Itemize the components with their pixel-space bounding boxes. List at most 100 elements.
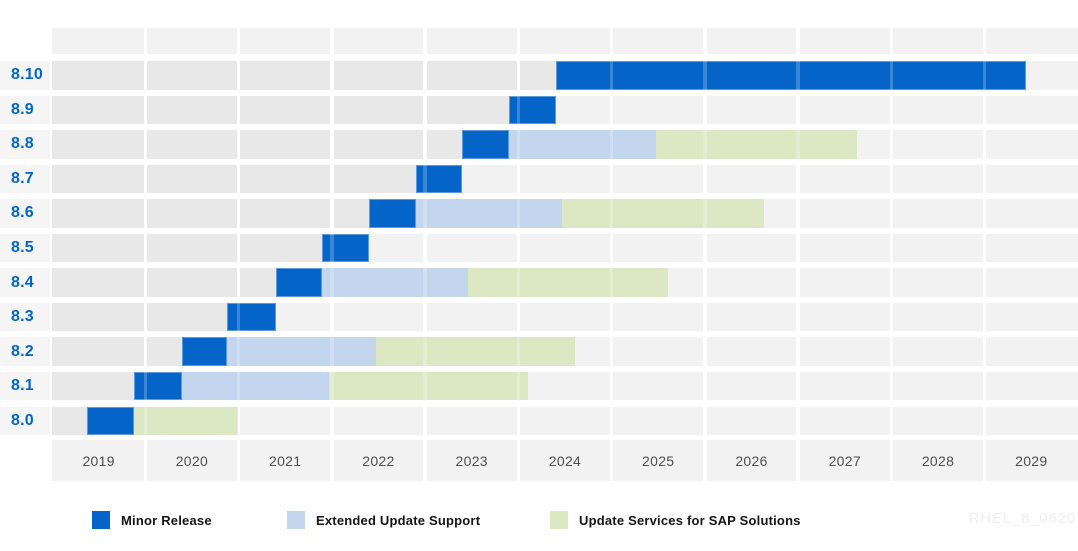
row-label: 8.5	[11, 239, 34, 256]
x-axis-tick-label: 2021	[268, 452, 302, 469]
column-gutter-overlay	[609, 28, 614, 481]
gantt-bar-sap	[375, 337, 576, 366]
column-gutter-overlay	[236, 28, 241, 481]
column-gutter	[703, 28, 707, 481]
gantt-row	[52, 371, 1078, 401]
chart-legend: Minor Release Extended Update Support Up…	[0, 508, 1078, 536]
gantt-bar-eus	[227, 337, 376, 366]
gantt-bar-eus	[415, 199, 563, 228]
gantt-row	[52, 337, 1078, 366]
legend-item-minor-release: Minor Release	[92, 508, 212, 532]
x-axis-tick-label: 2028	[921, 452, 955, 469]
legend-label: Minor Release	[121, 512, 212, 528]
legend-item-sap-solutions: Update Services for SAP Solutions	[550, 508, 801, 532]
gantt-row	[52, 233, 1078, 263]
gantt-bar-minor	[181, 337, 228, 366]
gantt-bar-sap	[656, 130, 857, 159]
column-gutter-overlay	[423, 28, 427, 481]
gantt-bar-sap	[467, 268, 669, 297]
column-gutter-overlay	[796, 28, 800, 481]
x-axis-tick-label: 2027	[828, 452, 861, 469]
row-past-background	[52, 233, 323, 263]
gantt-row	[52, 302, 1078, 332]
x-axis-tick-label: 2022	[362, 452, 395, 469]
row-label-strip: 8.7	[0, 164, 50, 194]
row-label-strip: 8.4	[0, 268, 50, 297]
x-axis-band: 2019 2020 2021 2022 2023 2024 2025 2026 2027 2028…	[52, 440, 1078, 481]
column-gutter	[889, 28, 894, 481]
gantt-row	[52, 406, 1078, 435]
gantt-row	[52, 268, 1078, 297]
row-past-background	[52, 302, 228, 332]
gantt-row	[52, 95, 1078, 125]
row-label-strip: 8.1	[0, 371, 50, 401]
column-gutter-overlay	[703, 28, 707, 481]
gantt-row	[52, 164, 1078, 194]
row-past-background	[52, 268, 276, 297]
sap-solutions-swatch	[550, 511, 568, 529]
row-label-strip: 8.0	[0, 406, 50, 435]
column-gutter-overlay	[516, 28, 521, 481]
column-gutter-overlay	[330, 28, 334, 481]
gantt-bar-minor	[555, 61, 1026, 90]
timeline-header-band	[52, 28, 1078, 54]
x-axis-tick-label: 2029	[1015, 452, 1048, 469]
row-label: 8.8	[11, 135, 34, 153]
row-label-strip: 8.5	[0, 233, 50, 263]
x-axis-tick-label: 2023	[455, 452, 488, 469]
column-gutter-overlay	[982, 28, 987, 481]
row-past-background	[52, 61, 556, 90]
x-axis-tick-label: 2025	[642, 452, 675, 469]
gantt-bar-eus	[322, 268, 468, 297]
gantt-bar-minor	[462, 130, 509, 159]
row-label-strip: 8.10	[0, 61, 50, 90]
gantt-bar-eus	[181, 371, 329, 401]
gantt-bar-minor	[509, 95, 556, 125]
row-past-background	[52, 130, 463, 159]
legend-item-extended-update-support: Extended Update Support	[287, 508, 480, 532]
gantt-bar-sap	[134, 406, 238, 435]
watermark-text: RHEL_8_0620	[968, 510, 1076, 527]
column-gutter	[423, 28, 427, 481]
gantt-bar-sap	[329, 371, 528, 401]
gantt-bar-minor	[134, 371, 182, 401]
row-past-background	[52, 95, 510, 125]
row-past-background	[52, 337, 182, 366]
row-label-strip: 8.9	[0, 95, 50, 125]
gantt-row	[52, 130, 1078, 159]
row-label-strip: 8.6	[0, 199, 50, 228]
column-gutter	[982, 28, 987, 481]
x-axis-tick-label: 2024	[548, 452, 582, 469]
row-past-background	[52, 371, 135, 401]
gantt-bar-minor	[86, 406, 135, 435]
column-gutter	[516, 28, 521, 481]
column-gutter	[609, 28, 614, 481]
gantt-bar-minor	[415, 164, 463, 194]
gantt-bar-eus	[509, 130, 657, 159]
column-gutter-overlay	[143, 28, 148, 481]
x-axis-tick-label: 2020	[175, 452, 209, 469]
row-label-strip: 8.3	[0, 302, 50, 332]
row-label: 8.7	[11, 169, 34, 187]
gantt-bar-minor	[275, 268, 323, 297]
row-past-background	[52, 199, 370, 228]
legend-label: Update Services for SAP Solutions	[579, 512, 801, 528]
minor-release-swatch	[92, 511, 110, 529]
gantt-row	[52, 61, 1078, 90]
row-label: 8.4	[11, 273, 34, 291]
row-label: 8.9	[11, 100, 34, 118]
gantt-bar-minor	[322, 233, 370, 263]
gantt-bar-minor	[369, 199, 416, 228]
row-label: 8.0	[11, 411, 34, 429]
column-gutter	[236, 28, 241, 481]
row-past-background	[52, 164, 416, 194]
gantt-bar-sap	[562, 199, 764, 228]
legend-label: Extended Update Support	[316, 512, 481, 528]
gantt-row	[52, 199, 1078, 228]
row-label: 8.6	[11, 204, 34, 222]
extended-update-support-swatch	[287, 511, 305, 529]
column-gutter-overlay	[889, 28, 894, 481]
x-axis-tick-label: 2026	[735, 452, 768, 469]
row-label: 8.2	[11, 342, 34, 360]
